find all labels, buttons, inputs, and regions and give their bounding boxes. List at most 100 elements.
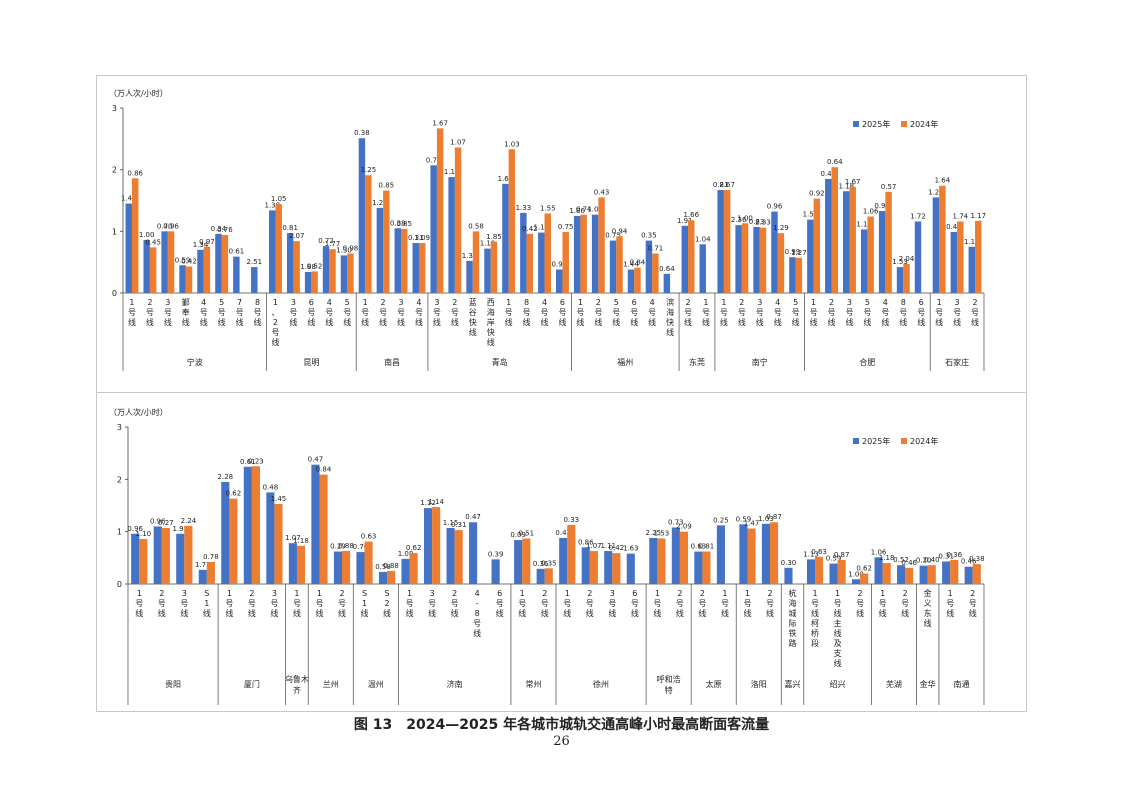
bar-2024 xyxy=(522,538,531,584)
bar-2025 xyxy=(233,256,240,293)
bar-2024 xyxy=(950,559,959,584)
data-label: 0.94 xyxy=(612,227,628,235)
category-label: 2 号线 xyxy=(969,589,977,618)
legend-swatch xyxy=(901,121,907,127)
data-label: 0.62 xyxy=(406,544,422,552)
group-label: 芜湖 xyxy=(886,679,902,689)
data-label: 1.67 xyxy=(432,119,448,127)
bar-2025 xyxy=(604,551,613,584)
bar-2025 xyxy=(789,257,796,293)
group-label: 温州 xyxy=(368,680,384,689)
data-label: 0.85 xyxy=(379,182,395,190)
bar-2024 xyxy=(939,185,946,293)
data-label: 0.61 xyxy=(240,458,256,466)
data-label: 1.53 xyxy=(892,258,908,266)
bar-2025 xyxy=(484,248,491,293)
category-label: 8 号线 xyxy=(523,298,531,327)
category-label: 4 号线 xyxy=(200,298,208,327)
data-label: 0.45 xyxy=(145,238,161,246)
category-label: 2 号线 xyxy=(379,298,387,327)
bar-2025 xyxy=(784,567,793,584)
category-label: 2 号线 xyxy=(684,298,692,327)
bar-2024 xyxy=(490,241,498,293)
data-label: 0.73 xyxy=(668,518,684,526)
data-label: 1.10 xyxy=(136,530,152,538)
data-label: 0.99 xyxy=(551,261,567,269)
data-label: 2.67 xyxy=(719,181,735,189)
category-label: 1 号线 xyxy=(406,589,414,618)
bar-2024 xyxy=(436,128,444,293)
data-label: 1.47 xyxy=(744,520,760,528)
category-label: 1 号线 xyxy=(810,298,818,327)
category-label: 1、 2 号线 xyxy=(271,298,279,347)
bar-2025 xyxy=(556,269,563,293)
data-label: 0.81 xyxy=(699,543,715,551)
category-label: 4 号线 xyxy=(774,298,782,327)
legend-swatch xyxy=(901,438,907,444)
data-label: 2.04 xyxy=(899,255,915,263)
category-label: 5 号线 xyxy=(863,298,871,327)
data-label: 0.46 xyxy=(961,558,977,566)
data-label: 1.19 xyxy=(480,240,496,248)
category-label: 3 号线 xyxy=(756,298,764,327)
category-label: 1 号线 xyxy=(743,589,751,618)
data-label: 0.71 xyxy=(648,245,664,253)
data-label: 1.65 xyxy=(498,175,514,183)
category-label: 鄞奉线 xyxy=(182,297,190,327)
category-label: 4 号线 xyxy=(541,298,549,327)
data-label: 0.34 xyxy=(211,225,227,233)
category-label: 1 号线 xyxy=(315,589,323,618)
data-label: 0.58 xyxy=(375,563,391,571)
bar-2025 xyxy=(896,267,904,293)
bar-2025 xyxy=(806,559,816,584)
data-label: 1.75 xyxy=(195,561,211,569)
group-label: 兰州 xyxy=(323,679,339,689)
data-label: 0.64 xyxy=(659,265,675,273)
category-label: 2 号线 xyxy=(451,298,459,327)
y-tick-label: 2 xyxy=(117,475,122,484)
bar-2025 xyxy=(378,571,388,584)
category-label: 滨海快线 xyxy=(666,297,674,337)
legend: 2025年 2024年 xyxy=(853,119,938,129)
bar-2025 xyxy=(694,551,703,584)
category-label: 8 号线 xyxy=(254,298,262,327)
bar-2024 xyxy=(401,228,408,293)
category-label: 西海岸快线 xyxy=(487,298,495,347)
y-tick-label: 1 xyxy=(117,528,122,537)
data-label: 2.24 xyxy=(181,517,197,525)
category-label: 5 号线 xyxy=(792,298,800,327)
bar-2025 xyxy=(739,524,748,584)
data-label: 1.11 xyxy=(600,542,616,550)
category-label: 3 号线 xyxy=(180,589,188,618)
category-label: 1 号线 xyxy=(225,589,233,618)
bar-2025 xyxy=(843,191,850,293)
legend-swatch xyxy=(853,438,859,444)
data-label: 0.86 xyxy=(578,538,594,546)
data-label: 0.42 xyxy=(181,257,197,265)
bar-2024 xyxy=(274,503,283,584)
data-label: 0.88 xyxy=(338,542,354,550)
data-label: 1.00 xyxy=(139,231,155,239)
data-label: 0.35 xyxy=(541,559,557,567)
data-label: 2.25 xyxy=(646,529,662,537)
category-label: 3 号线 xyxy=(845,298,853,327)
data-label: 0.29 xyxy=(330,543,346,551)
data-label: 0.97 xyxy=(874,202,890,210)
bar-2025 xyxy=(716,525,725,584)
bar-2024 xyxy=(311,271,318,293)
data-label: 0.23 xyxy=(248,457,264,465)
category-label: 2 号线 xyxy=(248,589,256,618)
bar-2025 xyxy=(771,211,778,293)
bar-2025 xyxy=(446,528,455,584)
bar-2024 xyxy=(652,253,659,293)
category-label: 3 号线 xyxy=(270,589,278,618)
bar-2024 xyxy=(383,190,390,293)
category-label: 2 号线 xyxy=(901,589,909,618)
y-tick-label: 1 xyxy=(112,227,117,236)
category-label: 1 号线柯桥段 xyxy=(811,589,819,648)
data-label: 0.70 xyxy=(157,222,173,230)
category-label: 杭海城际铁路 xyxy=(789,588,797,648)
bar-2024 xyxy=(472,231,480,293)
bar-2025 xyxy=(573,215,581,293)
